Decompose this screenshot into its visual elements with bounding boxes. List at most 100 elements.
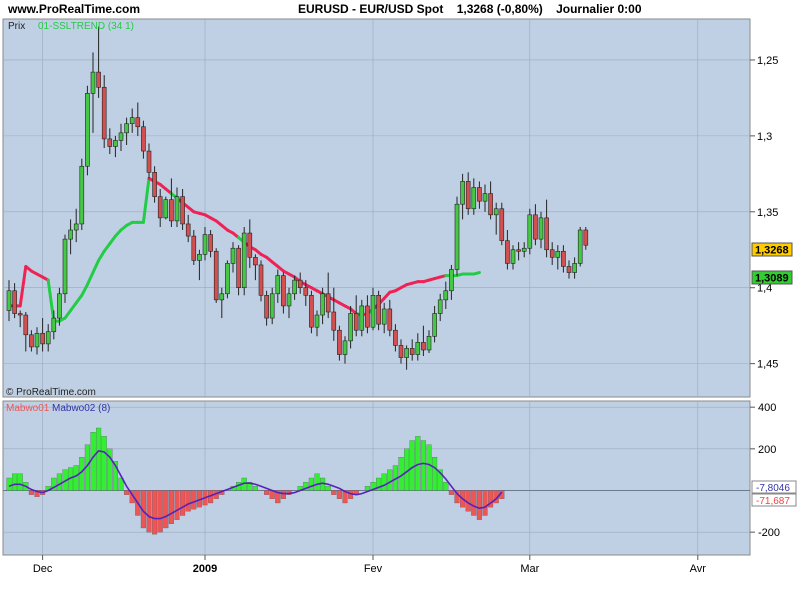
candle[interactable] [275,269,281,303]
candle[interactable] [309,290,314,334]
candle[interactable] [398,339,404,364]
candle[interactable] [34,327,40,355]
candle[interactable] [393,324,398,352]
candle[interactable] [460,173,465,220]
candle[interactable] [404,345,409,370]
candle[interactable] [17,310,23,328]
candle[interactable] [465,172,471,215]
candle[interactable] [40,318,45,352]
candle[interactable] [113,135,118,158]
candle[interactable] [225,260,230,299]
candle[interactable] [208,230,213,258]
candle[interactable] [68,219,73,255]
candle[interactable] [185,214,191,243]
candle[interactable] [370,287,376,331]
candle[interactable] [297,272,303,294]
candle[interactable] [96,26,101,98]
candle[interactable] [510,245,516,270]
candle[interactable] [230,242,236,273]
brand-logo-text[interactable]: www.ProRealTime.com [8,2,141,16]
candle[interactable] [561,245,566,273]
candle[interactable] [443,281,449,309]
candle[interactable] [454,196,460,276]
candle[interactable] [152,166,157,203]
candle[interactable] [135,102,141,136]
candle[interactable] [269,287,275,325]
candle[interactable] [555,245,561,270]
candle[interactable] [141,120,146,159]
candle[interactable] [23,312,29,352]
candle[interactable] [426,330,432,354]
candle[interactable] [292,275,297,300]
candle[interactable] [577,226,583,267]
candle[interactable] [90,52,96,133]
candle[interactable] [253,254,258,281]
candle[interactable] [157,189,163,227]
candle[interactable] [107,128,113,155]
candle[interactable] [415,333,421,361]
candle[interactable] [247,219,253,268]
candle[interactable] [79,158,85,231]
candle[interactable] [348,305,353,349]
candle[interactable] [174,187,180,227]
candle[interactable] [29,330,34,352]
candle[interactable] [320,287,325,325]
candle[interactable] [325,272,331,319]
candle[interactable] [219,287,225,319]
candle[interactable] [353,295,359,337]
candle[interactable] [449,264,454,300]
candle[interactable] [258,260,264,302]
candle[interactable] [381,302,387,334]
candle[interactable] [521,242,527,258]
candle[interactable] [365,295,370,334]
candle[interactable] [566,260,572,279]
candle[interactable] [471,178,477,215]
price-panel[interactable] [2,18,751,398]
candle[interactable] [477,181,482,209]
candle[interactable] [583,226,589,250]
candle[interactable] [409,339,415,361]
candle[interactable] [359,299,365,337]
candle[interactable] [85,85,90,176]
candle[interactable] [197,249,202,281]
candle[interactable] [51,310,57,340]
candle[interactable] [118,123,124,152]
candle[interactable] [376,290,381,331]
candle[interactable] [191,230,197,265]
candle[interactable] [236,245,241,296]
candle[interactable] [572,257,577,279]
candle[interactable] [303,280,309,306]
candle[interactable] [129,108,135,133]
candle[interactable] [493,202,499,235]
candle[interactable] [163,196,169,220]
candle[interactable] [45,324,51,352]
candle[interactable] [488,181,493,220]
candle[interactable] [241,226,247,296]
candle[interactable] [527,208,533,255]
candle[interactable] [286,287,292,319]
candle[interactable] [146,143,152,179]
candle[interactable] [421,325,426,357]
candle[interactable] [544,199,549,258]
candle[interactable] [62,234,68,303]
candle[interactable] [337,325,342,361]
candle[interactable] [12,283,17,319]
candle[interactable] [499,202,505,246]
candle[interactable] [505,230,510,270]
candle[interactable] [264,290,269,326]
candle[interactable] [180,189,185,231]
candle[interactable] [538,211,544,249]
candle[interactable] [482,184,488,212]
candle[interactable] [314,310,320,337]
candle[interactable] [6,280,12,322]
candle[interactable] [516,242,521,261]
candle[interactable] [342,336,348,364]
candle[interactable] [432,305,437,343]
candle[interactable] [124,117,129,145]
candle[interactable] [202,226,208,261]
candle[interactable] [533,204,538,246]
candle[interactable] [387,299,393,337]
candle[interactable] [101,75,107,149]
candle[interactable] [169,178,174,227]
